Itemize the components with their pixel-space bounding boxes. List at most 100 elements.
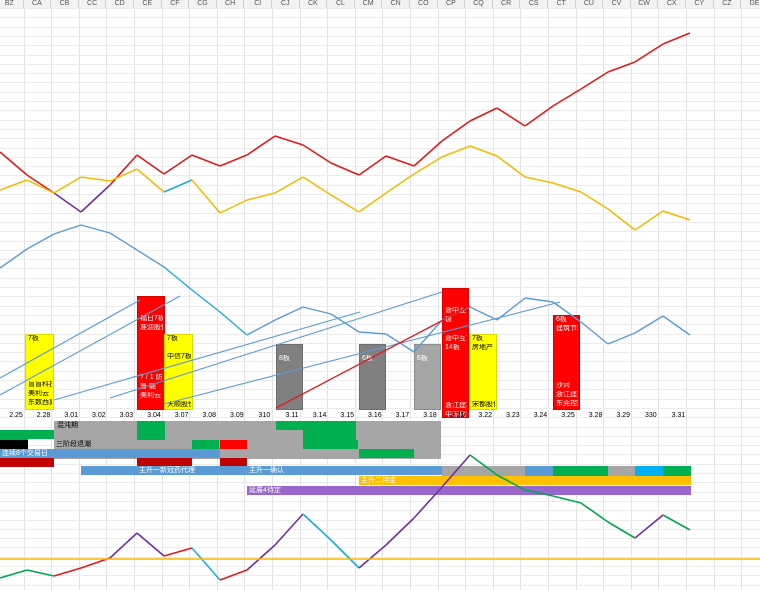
grid-vline xyxy=(548,8,549,590)
column-header[interactable]: CK xyxy=(299,0,328,8)
date-tick-label: 3.03 xyxy=(119,412,134,419)
red-trend-line xyxy=(302,144,332,164)
grid-hline xyxy=(0,138,760,140)
column-header[interactable]: CA xyxy=(23,0,52,8)
grid-hline xyxy=(0,156,760,158)
column-header[interactable]: CQ xyxy=(465,0,493,8)
block-228-text: 盲盲科技 xyxy=(28,381,52,388)
blue-trend-line xyxy=(274,306,304,321)
red-trend-line xyxy=(607,61,636,73)
grid-hline xyxy=(0,128,760,130)
band-main-rise-1-label: 主升一新冠药代理 xyxy=(139,467,195,474)
column-header[interactable]: CD xyxy=(106,0,134,8)
grid-vline xyxy=(51,8,53,590)
column-header[interactable]: CF xyxy=(161,0,190,8)
grid-hline xyxy=(0,221,760,223)
column-header[interactable]: DE xyxy=(741,0,760,8)
status-cell xyxy=(220,458,247,468)
status-cell xyxy=(553,466,608,476)
grid-vline xyxy=(354,8,356,590)
column-header[interactable]: CM xyxy=(354,0,383,8)
column-header[interactable]: CV xyxy=(603,0,631,8)
grid-hline xyxy=(0,305,760,307)
column-header[interactable]: CC xyxy=(78,0,107,8)
grid-hline xyxy=(0,194,760,195)
column-header[interactable]: CH xyxy=(216,0,245,8)
block-325-text: 沙河 xyxy=(556,382,570,389)
blue-trend-line xyxy=(136,249,165,268)
column-header[interactable]: CL xyxy=(327,0,355,8)
diagonal-blue-line xyxy=(0,299,141,379)
grid-hline xyxy=(0,463,760,465)
date-tick-label: 3.15 xyxy=(340,412,354,419)
block-307-text: 7板 xyxy=(167,335,178,342)
block-325-text: 建筑节能 xyxy=(556,325,578,332)
column-header[interactable]: CT xyxy=(548,0,576,8)
block-304-text: 7 / 1 防疫 xyxy=(140,374,163,381)
grid-hline xyxy=(0,26,760,28)
column-header[interactable]: CS xyxy=(520,0,548,8)
date-tick-label: 3.21 xyxy=(450,412,465,419)
blue-trend-line xyxy=(219,311,248,336)
column-header[interactable]: BZ xyxy=(0,0,24,8)
bottom-trend-line xyxy=(496,474,526,491)
yellow-trend-line xyxy=(580,191,609,210)
column-header[interactable]: CO xyxy=(410,0,438,8)
band-main-rise-confirm-label: 主升一确认 xyxy=(249,467,284,474)
column-header[interactable]: CE xyxy=(134,0,162,8)
bottom-trend-line xyxy=(580,502,609,523)
column-header[interactable]: CP xyxy=(437,0,466,8)
block-318-text: 北化股份 xyxy=(417,411,439,418)
date-tick-label: 3.16 xyxy=(367,412,382,419)
status-cell xyxy=(137,458,192,468)
block-304-text: 美利云 xyxy=(140,392,161,399)
column-header[interactable]: CG xyxy=(189,0,217,8)
yellow-trend-line xyxy=(469,145,498,157)
red-trend-line xyxy=(413,140,443,167)
bottom-trend-line xyxy=(109,532,138,559)
column-header[interactable]: CR xyxy=(492,0,521,8)
block-325-text: 6板 xyxy=(556,316,567,323)
date-tick-label: 3.28 xyxy=(588,412,603,419)
grid-hline xyxy=(0,17,760,19)
grid-vline xyxy=(134,8,135,590)
date-tick-label: 3.11 xyxy=(285,412,299,419)
grid-hline xyxy=(0,342,760,344)
grid-hline xyxy=(0,73,760,75)
status-cell xyxy=(608,466,635,476)
column-header[interactable]: CW xyxy=(630,0,659,8)
red-trend-line xyxy=(53,192,82,213)
grid-hline xyxy=(0,287,760,288)
block-325: 6板建筑节能沙河浙江建投东莞控股 xyxy=(553,315,580,410)
status-row-label: 三阶段退潮 xyxy=(56,440,91,448)
date-tick-label: 3.17 xyxy=(395,412,410,419)
band-main-rise-2-label: 主升二待定 xyxy=(361,477,396,484)
blue-trend-line xyxy=(246,319,276,336)
column-header[interactable]: CY xyxy=(686,0,714,8)
column-header[interactable]: CJ xyxy=(272,0,300,8)
bottom-trend-line xyxy=(634,514,664,539)
grid-vline xyxy=(410,8,411,590)
blue-trend-line xyxy=(80,224,111,234)
grid-hline xyxy=(0,166,760,168)
column-header[interactable]: CZ xyxy=(713,0,742,8)
column-header[interactable]: CN xyxy=(382,0,410,8)
date-tick-label: 3.29 xyxy=(616,412,630,419)
bottom-trend-line xyxy=(136,532,165,557)
red-trend-line xyxy=(634,43,664,63)
block-321-text: 中国化学 xyxy=(445,411,467,418)
red-trend-line xyxy=(136,154,165,175)
column-header[interactable]: CB xyxy=(51,0,79,8)
block-322-text: 房地产 xyxy=(472,344,493,351)
band-delay-4: 延展4待定 xyxy=(247,486,691,495)
status-cell xyxy=(192,439,219,449)
status-cell xyxy=(0,430,28,440)
column-header[interactable]: CU xyxy=(575,0,604,8)
grid-hline xyxy=(0,268,760,270)
blue-trend-line xyxy=(26,233,55,250)
status-cell xyxy=(137,421,165,431)
column-header[interactable]: CI xyxy=(244,0,272,8)
column-header[interactable]: CX xyxy=(658,0,686,8)
bottom-trend-line xyxy=(219,569,248,581)
